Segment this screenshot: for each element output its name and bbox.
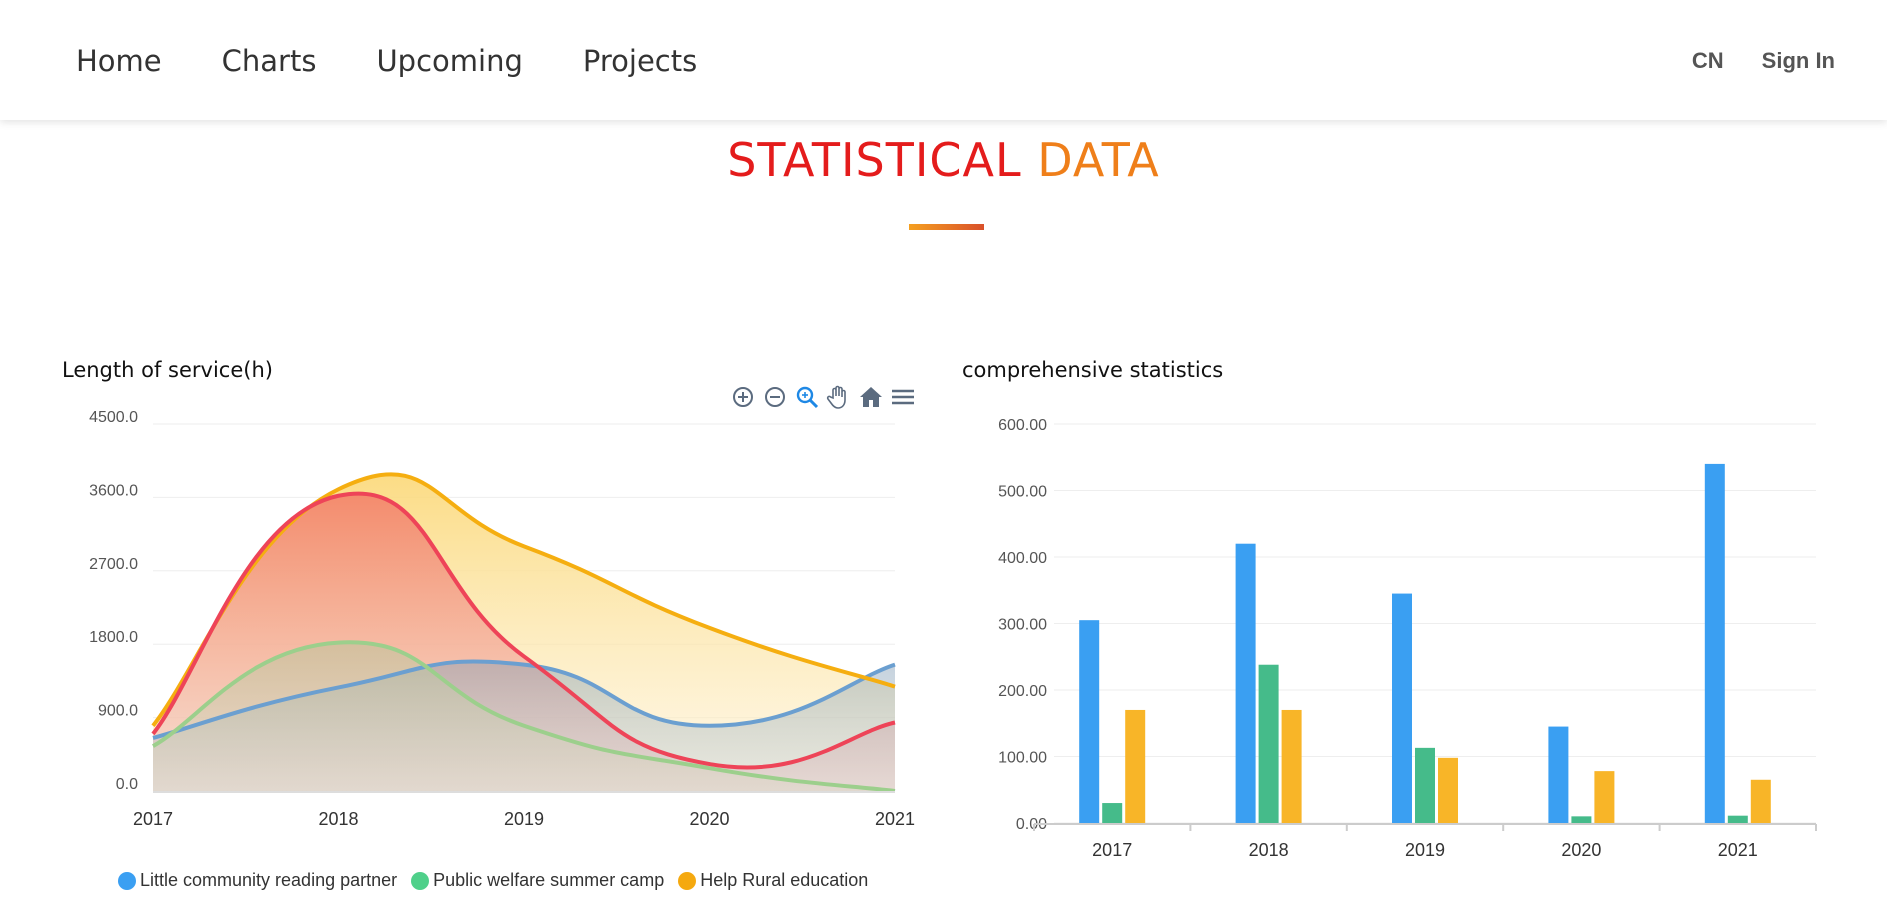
area-x-tick-label: 2018 (318, 809, 358, 829)
bar-mark[interactable] (1281, 709, 1302, 823)
bar-x-tick-label: 2021 (1718, 840, 1758, 860)
menu-icon[interactable] (890, 384, 916, 410)
home-icon[interactable] (858, 384, 884, 410)
language-toggle-link[interactable]: CN (1691, 48, 1724, 73)
bar-mark[interactable] (1258, 664, 1279, 823)
area-y-tick-label: 4500.0 (89, 409, 138, 426)
bar-y-tick-label: 500.00 (998, 484, 1047, 501)
legend-label: Public welfare summer camp (433, 870, 665, 890)
legend-dot-icon (411, 871, 430, 890)
bar-x-tick-label: 2017 (1092, 840, 1132, 860)
bar-chart: 0.00 100.00 200.00 300.00 400.00 500.00 600.00… (998, 417, 1817, 860)
bar-mark[interactable] (1750, 779, 1771, 823)
bar-mark[interactable] (1704, 463, 1725, 823)
area-y-tick-label: 900.0 (98, 703, 138, 720)
bar-x-tick-label: 2018 (1249, 840, 1289, 860)
nav-actions: CN Sign In (1692, 48, 1835, 74)
area-y-tick-label: 0.0 (116, 776, 138, 793)
area-x-tick-label: 2019 (504, 809, 544, 829)
legend-label: Help Rural education (700, 870, 869, 890)
bar-x-tick-label: 2020 (1561, 840, 1601, 860)
bar-chart-axis: 0.00 100.00 200.00 300.00 400.00 500.00 600.00… (998, 417, 1817, 860)
area-y-tick-label: 2700.0 (89, 556, 138, 573)
bar-x-tick-label: 2019 (1405, 840, 1445, 860)
title-underline (909, 224, 984, 230)
legend-dot-icon (118, 871, 136, 890)
bar-mark[interactable] (1125, 709, 1146, 823)
area-chart-legend: Little community reading partner Public … (118, 870, 868, 891)
bar-y-tick-label: 400.00 (998, 550, 1047, 567)
bar-mark[interactable] (1415, 747, 1435, 823)
section-title-part2: DATA (1037, 133, 1160, 187)
area-series-line[interactable] (152, 659, 896, 740)
bar-mark[interactable] (1102, 803, 1123, 823)
area-x-tick-label: 2021 (875, 809, 915, 829)
nav-projects-link[interactable]: Projects (582, 44, 698, 78)
bar-mark[interactable] (1571, 816, 1592, 823)
area-series-line[interactable] (151, 491, 896, 770)
area-chart-fills (153, 474, 895, 791)
bar-y-tick-label: 0.00 (1016, 816, 1047, 833)
bar-mark[interactable] (1235, 543, 1256, 823)
navbar: Home Charts Upcoming Projects CN Sign In (0, 0, 1887, 120)
bar-mark[interactable] (1438, 757, 1458, 823)
area-chart-lines (151, 472, 896, 793)
legend-item-summer-camp[interactable]: Public welfare summer camp (411, 870, 664, 891)
area-series-fill (153, 642, 895, 791)
legend-dot-icon (678, 871, 697, 890)
bar-y-tick-label: 100.00 (998, 750, 1047, 767)
area-series-line[interactable] (152, 640, 896, 793)
chart-toolbox (730, 384, 916, 410)
sign-in-link[interactable]: Sign In (1761, 48, 1835, 73)
area-x-tick-label: 2017 (133, 809, 173, 829)
bar-mark[interactable] (1079, 620, 1100, 823)
bar-y-tick-label: 300.00 (998, 617, 1047, 634)
legend-item-rural-education[interactable]: Help Rural education (678, 870, 868, 891)
zoom-in-icon[interactable] (730, 384, 756, 410)
nav-home-link[interactable]: Home (76, 44, 162, 78)
nav-links: Home Charts Upcoming Projects (76, 44, 697, 78)
nav-upcoming-link[interactable]: Upcoming (376, 44, 523, 78)
area-chart-title: Length of service(h) (62, 358, 273, 382)
bar-mark[interactable] (1594, 771, 1615, 823)
bar-y-tick-label: 600.00 (998, 417, 1047, 434)
area-x-tick-label: 2020 (689, 809, 729, 829)
legend-item-reading-partner[interactable]: Little community reading partner (118, 870, 397, 891)
zoom-select-icon[interactable] (794, 384, 820, 410)
bar-mark[interactable] (1727, 815, 1748, 823)
bar-chart-title: comprehensive statistics (962, 358, 1224, 382)
area-y-tick-label: 1800.0 (89, 629, 138, 646)
bar-mark[interactable] (1548, 726, 1569, 823)
legend-label: Little community reading partner (140, 870, 398, 890)
area-series-line[interactable] (151, 472, 896, 727)
section-title-part1: STATISTICAL (727, 133, 1022, 187)
area-chart-axis: 0.0 900.0 1800.0 2700.0 3600.0 4500.0 2017 2018… (89, 409, 915, 829)
bar-y-tick-label: 200.00 (998, 683, 1047, 700)
section-title: STATISTICAL DATA (0, 133, 1887, 187)
pan-hand-icon[interactable] (826, 384, 852, 410)
bar-mark[interactable] (1392, 593, 1412, 823)
area-chart: 0.0 900.0 1800.0 2700.0 3600.0 4500.0 2017 2018… (89, 409, 915, 829)
nav-charts-link[interactable]: Charts (221, 44, 317, 78)
bar-chart-bars (1079, 463, 1771, 823)
area-y-tick-label: 3600.0 (89, 482, 138, 499)
zoom-out-icon[interactable] (762, 384, 788, 410)
